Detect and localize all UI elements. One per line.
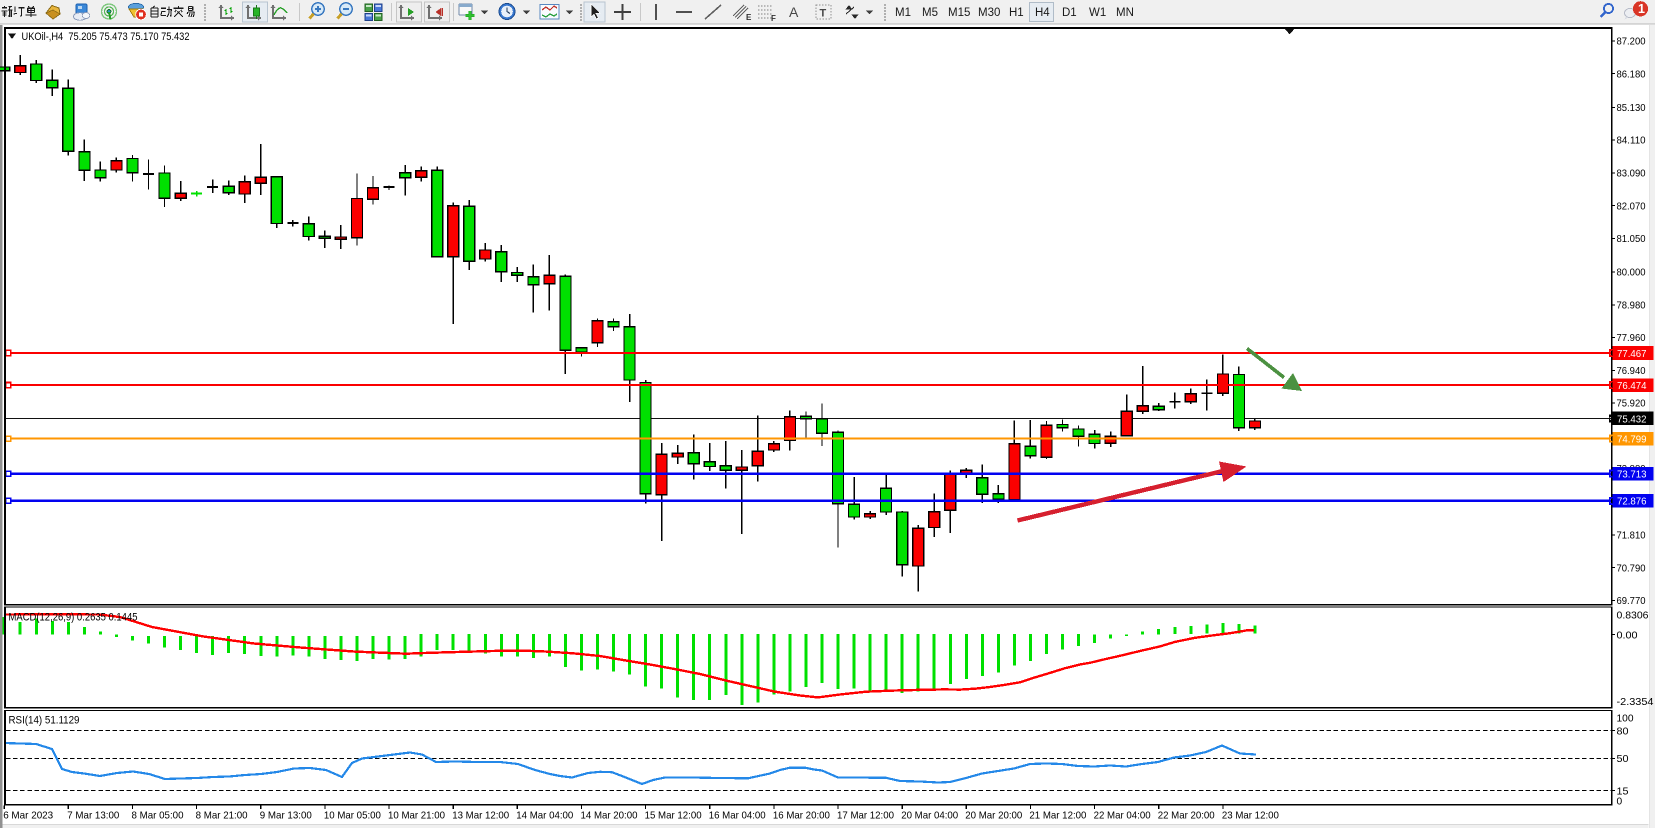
svg-text:100: 100 xyxy=(1617,713,1634,724)
svg-text:UKOil-,H4 75.205 75.473 75.17: UKOil-,H4 75.205 75.473 75.170 75.432 xyxy=(22,31,190,43)
svg-text:77.960: 77.960 xyxy=(1617,333,1646,344)
svg-text:M1: M1 xyxy=(895,7,911,19)
svg-text:MN: MN xyxy=(1116,7,1134,19)
svg-text:10 Mar 21:00: 10 Mar 21:00 xyxy=(388,810,445,822)
svg-text:85.130: 85.130 xyxy=(1617,103,1646,114)
svg-text:74.799: 74.799 xyxy=(1617,435,1647,446)
svg-text:14 Mar 20:00: 14 Mar 20:00 xyxy=(581,810,638,822)
svg-text:77.467: 77.467 xyxy=(1617,349,1647,360)
svg-text:15 Mar 12:00: 15 Mar 12:00 xyxy=(645,810,702,822)
svg-text:D1: D1 xyxy=(1062,7,1077,19)
svg-text:80: 80 xyxy=(1617,726,1629,737)
svg-text:69.770: 69.770 xyxy=(1617,596,1646,607)
svg-text:8 Mar 05:00: 8 Mar 05:00 xyxy=(132,810,184,822)
svg-text:84.110: 84.110 xyxy=(1617,136,1646,147)
svg-text:82.070: 82.070 xyxy=(1617,201,1646,212)
svg-text:21 Mar 12:00: 21 Mar 12:00 xyxy=(1029,810,1086,822)
svg-text:80.000: 80.000 xyxy=(1617,268,1646,279)
svg-text:17 Mar 12:00: 17 Mar 12:00 xyxy=(837,810,894,822)
svg-text:1: 1 xyxy=(1638,2,1645,16)
svg-text:8 Mar 21:00: 8 Mar 21:00 xyxy=(196,810,248,822)
svg-text:16 Mar 20:00: 16 Mar 20:00 xyxy=(773,810,830,822)
svg-text:W1: W1 xyxy=(1089,7,1106,19)
svg-text:73.713: 73.713 xyxy=(1617,470,1647,481)
svg-text:F: F xyxy=(771,14,776,23)
svg-text:0: 0 xyxy=(1617,796,1623,807)
svg-text:71.810: 71.810 xyxy=(1617,531,1646,542)
svg-text:70.790: 70.790 xyxy=(1617,563,1646,574)
svg-text:22 Mar 04:00: 22 Mar 04:00 xyxy=(1094,810,1151,822)
svg-text:81.050: 81.050 xyxy=(1617,234,1646,245)
svg-text:13 Mar 12:00: 13 Mar 12:00 xyxy=(452,810,509,822)
svg-text:50: 50 xyxy=(1617,754,1629,765)
svg-text:RSI(14) 51.1129: RSI(14) 51.1129 xyxy=(9,714,80,726)
svg-text:H1: H1 xyxy=(1009,7,1024,19)
svg-text:16 Mar 04:00: 16 Mar 04:00 xyxy=(709,810,766,822)
svg-text:0.00: 0.00 xyxy=(1617,631,1638,642)
svg-text:72.876: 72.876 xyxy=(1617,497,1647,508)
svg-text:83.090: 83.090 xyxy=(1617,169,1646,180)
svg-text:MACD(12,26,9) 0.2635 0.1445: MACD(12,26,9) 0.2635 0.1445 xyxy=(9,611,138,623)
svg-text:75.920: 75.920 xyxy=(1617,399,1646,410)
svg-text:87.200: 87.200 xyxy=(1617,37,1646,48)
svg-text:22 Mar 20:00: 22 Mar 20:00 xyxy=(1158,810,1215,822)
svg-text:9 Mar 13:00: 9 Mar 13:00 xyxy=(260,810,312,822)
svg-text:M5: M5 xyxy=(922,7,938,19)
svg-text:15: 15 xyxy=(1617,786,1629,797)
svg-text:T: T xyxy=(820,8,827,20)
svg-text:M30: M30 xyxy=(978,7,1000,19)
svg-text:M15: M15 xyxy=(948,7,970,19)
svg-text:0.8306: 0.8306 xyxy=(1617,610,1649,621)
svg-text:20 Mar 04:00: 20 Mar 04:00 xyxy=(901,810,958,822)
svg-text:14 Mar 04:00: 14 Mar 04:00 xyxy=(516,810,573,822)
svg-text:-2.3354: -2.3354 xyxy=(1617,697,1654,708)
svg-text:76.474: 76.474 xyxy=(1617,381,1647,392)
svg-text:23 Mar 12:00: 23 Mar 12:00 xyxy=(1222,810,1279,822)
svg-text:6 Mar 2023: 6 Mar 2023 xyxy=(3,810,53,822)
svg-text:76.940: 76.940 xyxy=(1617,366,1646,377)
svg-text:75.432: 75.432 xyxy=(1617,414,1647,425)
svg-text:A: A xyxy=(789,4,799,20)
svg-text:10 Mar 05:00: 10 Mar 05:00 xyxy=(324,810,381,822)
svg-text:H4: H4 xyxy=(1035,7,1050,19)
svg-text:86.180: 86.180 xyxy=(1617,69,1646,80)
svg-text:7 Mar 13:00: 7 Mar 13:00 xyxy=(67,810,119,822)
svg-text:E: E xyxy=(746,13,752,22)
svg-text:78.980: 78.980 xyxy=(1617,301,1646,312)
svg-text:20 Mar 20:00: 20 Mar 20:00 xyxy=(965,810,1022,822)
